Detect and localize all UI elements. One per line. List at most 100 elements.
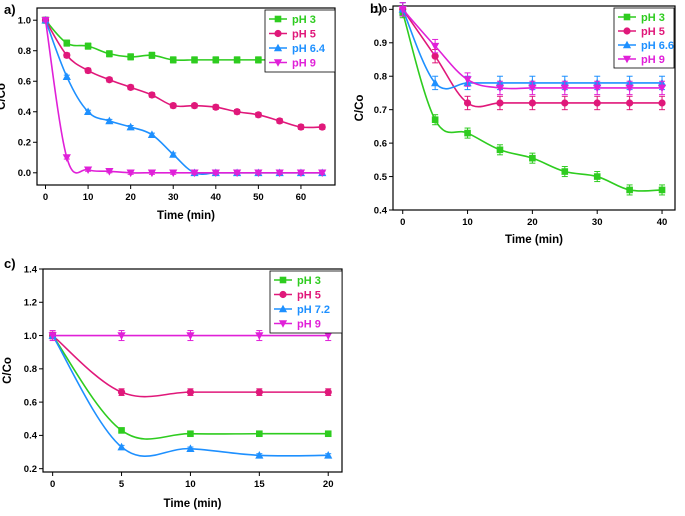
data-series — [41, 16, 326, 131]
legend: pH 3 pH 5 pH 6.4 pH 9 — [264, 9, 336, 73]
legend-label: pH 6.6 — [641, 40, 674, 52]
y-tick-label: 0.2 — [24, 464, 37, 475]
series-line — [52, 334, 329, 398]
y-axis-label: C/Co — [354, 95, 366, 122]
data-series — [398, 2, 667, 96]
data-point — [191, 56, 198, 64]
data-point — [126, 169, 135, 178]
legend-item: pH 3 — [618, 12, 665, 24]
legend-marker — [273, 59, 283, 67]
data-point — [625, 84, 634, 93]
data-point — [63, 51, 71, 59]
y-tick-label: 0.0 — [18, 168, 31, 179]
data-point — [186, 332, 195, 340]
data-point — [62, 154, 71, 162]
data-point — [169, 102, 177, 110]
x-tick-label: 5 — [119, 479, 125, 490]
x-tick-label: 20 — [125, 192, 136, 203]
x-axis-label: Time (min) — [164, 498, 222, 510]
data-point — [318, 123, 326, 131]
legend-item: pH 6.4 — [269, 43, 326, 55]
panel-label: c) — [4, 256, 16, 271]
data-point — [658, 186, 666, 194]
legend-marker — [279, 290, 287, 299]
data-point — [658, 99, 666, 107]
data-point — [186, 444, 195, 453]
data-point — [276, 117, 284, 125]
data-point — [275, 169, 284, 178]
legend-item: pH 9 — [269, 58, 316, 70]
data-point — [48, 332, 57, 340]
data-point — [147, 169, 157, 178]
x-axis-label: Time (min) — [157, 210, 215, 222]
y-axis-label: C/Co — [2, 357, 14, 384]
data-point — [256, 430, 263, 438]
series-line — [51, 335, 329, 457]
x-tick-label: 20 — [527, 217, 538, 228]
y-tick-label: 0.9 — [374, 38, 387, 49]
data-point — [495, 84, 505, 93]
data-point — [126, 122, 135, 131]
data-series — [41, 16, 327, 178]
x-tick-label: 60 — [296, 192, 307, 203]
data-point — [127, 83, 135, 91]
data-point — [255, 332, 264, 340]
legend-marker — [274, 15, 282, 23]
data-point — [528, 99, 536, 107]
data-point — [233, 108, 241, 116]
data-point — [398, 6, 407, 14]
data-point — [431, 78, 440, 87]
x-tick-label: 15 — [254, 479, 265, 490]
x-tick-label: 30 — [168, 192, 179, 203]
y-tick-label: 0.7 — [374, 105, 387, 116]
y-tick-label: 1.0 — [374, 5, 387, 16]
data-point — [211, 169, 220, 178]
data-point — [62, 72, 71, 80]
series-line — [52, 335, 329, 440]
legend-item: pH 3 — [269, 14, 316, 26]
legend-item: pH 3 — [274, 275, 321, 287]
y-tick-label: 1.0 — [24, 331, 37, 342]
data-point — [148, 91, 156, 99]
data-point — [324, 388, 332, 396]
chart-panel: a) 0 10 20 30 40 50 60 0.0 0.2 0.4 0.6 0.8 1.0 Time (m… — [0, 2, 336, 222]
legend-label: pH 6.4 — [292, 43, 326, 55]
legend-marker — [273, 43, 283, 52]
legend-label: pH 3 — [297, 275, 321, 287]
data-point — [496, 99, 504, 107]
data-point — [255, 388, 263, 396]
data-point — [169, 150, 178, 158]
data-point — [318, 169, 327, 178]
data-point — [232, 169, 242, 178]
y-tick-label: 1.0 — [18, 16, 31, 27]
legend: pH 3 pH 5 pH 7.2 pH 9 — [269, 270, 343, 334]
data-point — [148, 52, 156, 59]
data-point — [169, 169, 178, 178]
x-tick-label: 0 — [43, 192, 48, 203]
x-tick-label: 40 — [657, 217, 668, 228]
y-tick-label: 0.4 — [24, 431, 38, 442]
data-point — [463, 99, 472, 107]
legend-label: pH 3 — [641, 12, 665, 24]
x-axis-label: Time (min) — [505, 234, 563, 246]
data-point — [254, 111, 262, 119]
data-point — [626, 186, 633, 194]
plot-frame — [392, 5, 676, 211]
data-point — [657, 84, 667, 93]
data-point — [127, 53, 134, 61]
data-point — [187, 430, 194, 438]
data-point — [255, 56, 262, 64]
data-point — [560, 84, 569, 93]
data-point — [626, 99, 634, 107]
legend-item: pH 5 — [274, 290, 321, 302]
data-point — [529, 154, 536, 162]
data-point — [212, 103, 220, 111]
x-tick-label: 10 — [185, 479, 196, 490]
data-point — [63, 39, 71, 47]
data-point — [117, 388, 126, 396]
data-point — [496, 146, 504, 154]
data-point — [324, 430, 332, 438]
chart-panel: b) 0 10 20 30 40 0.4 0.5 0.6 0.7 0.8 0.9 1.0 Time (mi… — [354, 1, 676, 246]
legend-item: pH 9 — [618, 54, 665, 66]
